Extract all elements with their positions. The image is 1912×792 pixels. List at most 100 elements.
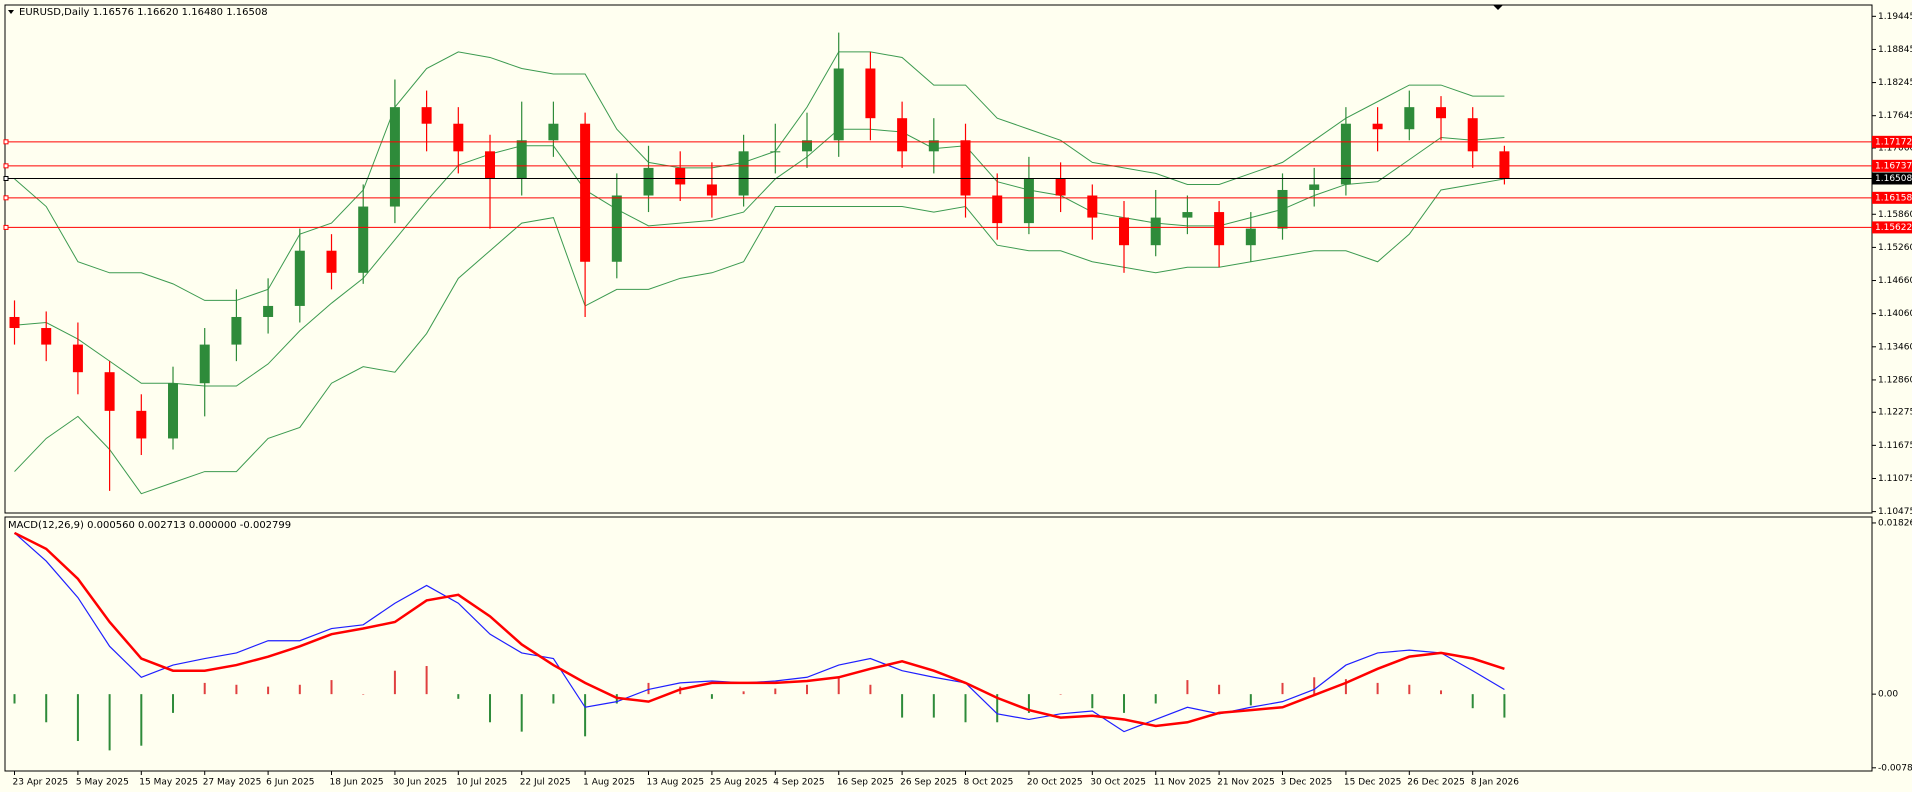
histogram-bar [298,684,301,695]
candle-body [1404,107,1415,130]
candle-body [72,344,83,373]
candle-body [960,140,971,196]
current-price-line-handle [3,175,9,181]
histogram-bar [774,688,777,695]
x-tick-label: 30 Oct 2025 [1090,778,1146,788]
y-tick-label: 0.00 [1878,690,1898,700]
level-line-box [1872,221,1912,234]
y-tick-label: 1.14060 [1878,309,1912,319]
candle-body [453,123,464,152]
y-tick-label: 0.018266 [1878,518,1912,528]
histogram-bar [1249,694,1252,706]
candle-body [263,305,274,317]
histogram-bar [13,694,16,704]
histogram-bar [1027,694,1030,713]
bollinger-lower [14,178,1505,495]
x-tick-label: 20 Oct 2025 [1027,778,1083,788]
histogram-bar [806,684,809,695]
histogram-bar [1408,684,1411,695]
candle-body [1055,178,1066,196]
candle-body [1023,178,1034,224]
histogram-bar [520,694,523,732]
y-tick-label: 1.12860 [1878,375,1912,385]
histogram-bar [964,694,967,723]
level-line-handle [3,195,9,201]
candle-body [1214,212,1225,246]
y-tick-label: 1.19445 [1878,12,1912,22]
candle-body [1340,123,1351,185]
x-tick-label: 4 Sep 2025 [773,778,824,788]
level-line-label: 1.16158 [1875,193,1912,203]
x-tick-label: 8 Oct 2025 [964,778,1014,788]
histogram-bar [1218,684,1221,695]
x-tick-label: 21 Nov 2025 [1217,778,1275,788]
x-tick-label: 30 Jun 2025 [393,778,447,788]
candle-body [833,68,844,141]
histogram-bar [710,694,713,699]
candle-body [485,151,496,179]
histogram-bar [203,682,206,695]
histogram-bar [425,666,428,695]
candle-body [9,316,20,329]
shift-marker [1493,5,1503,10]
candle-body [104,372,115,411]
candle-body [1467,118,1478,152]
y-tick-label: 1.18845 [1878,45,1912,55]
level-line-label: 1.15622 [1875,223,1912,233]
x-tick-label: 11 Nov 2025 [1154,778,1212,788]
candle-body [992,195,1003,224]
macd-panel [4,516,1873,772]
title-marker [8,10,14,14]
candle-body [41,328,52,345]
candle-body [1277,189,1288,229]
x-tick-label: 26 Sep 2025 [900,778,957,788]
x-tick-label: 23 Apr 2025 [13,778,69,788]
candle-body [1119,217,1130,246]
candle-body [1309,184,1320,190]
current-price-line-box [1872,172,1912,185]
x-tick-label: 18 Jun 2025 [330,778,384,788]
candle-body [294,250,305,306]
histogram-bar [584,694,587,737]
bollinger-upper [14,51,1505,301]
candle-body [326,250,337,273]
histogram-bar [742,691,745,695]
x-tick-label: 15 May 2025 [139,778,198,788]
candle-body [865,68,876,119]
x-tick-label: 22 Jul 2025 [520,778,571,788]
candle-body [1499,151,1510,179]
candle-body [389,107,400,207]
y-tick-label: 1.17060 [1878,144,1912,154]
candle-body [580,123,591,262]
histogram-bar [330,680,333,695]
chart-title: EURUSD,Daily 1.16576 1.16620 1.16480 1.1… [19,7,268,18]
candle-body [675,167,686,185]
x-tick-label: 16 Sep 2025 [837,778,894,788]
candle-body [1436,107,1447,119]
level-line-handle [3,224,9,230]
price-panel [4,4,1873,514]
y-tick-label: 1.14660 [1878,276,1912,286]
histogram-bar [1123,694,1126,713]
candle-body [1182,212,1193,218]
histogram-bar [647,682,650,695]
histogram-bar [489,694,492,723]
histogram-bar [1376,682,1379,695]
histogram-bar [901,694,904,718]
level-line-label: 1.17172 [1875,137,1912,147]
histogram-bar [76,694,79,742]
y-tick-label: 1.11675 [1878,441,1912,451]
histogram-bar [45,694,48,723]
histogram-bar [457,694,460,699]
candle-body [802,140,813,152]
candle-body [1087,195,1098,218]
candle-body [136,410,147,439]
histogram-bar [1313,677,1316,695]
x-tick-label: 5 May 2025 [76,778,129,788]
y-tick-label: 1.10475 [1878,507,1912,517]
candle-body [1372,123,1383,130]
candle-body [706,184,717,196]
histogram-bar [362,694,365,695]
candle-body [1245,228,1256,246]
